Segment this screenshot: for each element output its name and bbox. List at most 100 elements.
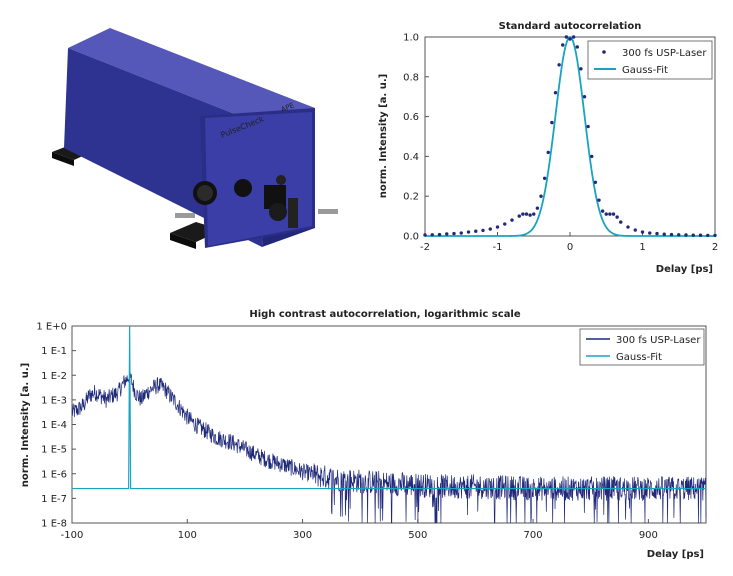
top-laser-data-point	[445, 232, 449, 236]
top-laser-data-point	[698, 233, 703, 237]
top-laser-data-point	[655, 231, 659, 236]
top-chart-y-axis-label: norm. Intensity [a. u.]	[378, 74, 389, 198]
top-laser-data-point	[535, 206, 540, 210]
top-laser-data-point	[437, 232, 442, 237]
top-laser-data-point	[608, 212, 612, 216]
top-laser-data-point	[669, 232, 674, 237]
top-legend-laser-marker	[602, 50, 606, 54]
bottom-chart-x-axis-label: Delay [ps]	[647, 549, 704, 560]
top-laser-data-point	[626, 225, 630, 229]
top-gauss-fit-line	[425, 35, 715, 237]
top-laser-data-point	[495, 225, 500, 229]
top-x-tick-label: 0	[567, 242, 573, 253]
top-laser-data-point	[539, 194, 543, 198]
bottom-legend-laser-label: 300 fs USP-Laser	[616, 335, 701, 346]
top-laser-data-point	[557, 63, 561, 67]
top-laser-data-point	[481, 228, 485, 233]
device-housing	[64, 28, 315, 248]
top-laser-data-point	[532, 212, 536, 216]
top-laser-data-point	[510, 218, 514, 222]
top-chart-x-axis-label: Delay [ps]	[656, 264, 713, 275]
top-laser-data-point	[684, 233, 688, 237]
top-laser-data-point	[633, 228, 637, 232]
top-laser-data-point	[604, 212, 608, 216]
top-laser-data-point	[564, 35, 569, 39]
top-laser-data-point	[561, 43, 565, 47]
top-laser-data-point	[474, 229, 478, 233]
top-laser-data-point	[503, 222, 507, 226]
top-laser-data-point	[542, 176, 547, 180]
top-chart-legend: 300 fs USP-Laser Gauss-Fit	[587, 40, 713, 80]
top-laser-data-point	[600, 209, 605, 213]
top-y-tick-label: 0.8	[403, 72, 419, 83]
top-laser-data-point	[593, 180, 598, 184]
bottom-legend-fit-label: Gauss-Fit	[616, 352, 662, 363]
top-x-tick-label: -2	[420, 242, 430, 253]
bottom-laser-trace	[71, 367, 707, 524]
top-y-tick-label: 0.4	[403, 152, 419, 163]
top-x-tick-label: 2	[712, 242, 718, 253]
top-laser-data-point	[568, 37, 572, 41]
top-laser-data-point	[662, 232, 666, 236]
top-laser-data-point	[452, 231, 456, 236]
top-laser-data-point	[586, 124, 590, 129]
top-laser-data-point	[488, 227, 492, 231]
top-laser-data-point	[546, 150, 550, 155]
top-legend-fit-label: Gauss-Fit	[622, 65, 668, 76]
bottom-chart-title: High contrast autocorrelation, logarithm…	[249, 309, 521, 320]
bottom-y-tick-label: 1 E-5	[41, 445, 67, 456]
top-laser-data-point	[615, 215, 619, 219]
top-legend-laser-label: 300 fs USP-Laser	[622, 48, 707, 59]
top-laser-data-point	[648, 231, 652, 235]
bottom-chart-legend: 300 fs USP-Laser Gauss-Fit	[579, 328, 705, 366]
bottom-y-tick-label: 1 E+0	[36, 322, 67, 333]
bottom-y-tick-label: 1 E-3	[41, 395, 67, 406]
bottom-x-tick-label: 100	[178, 530, 197, 541]
bottom-y-tick-label: 1 E-8	[41, 519, 67, 530]
top-laser-data-point	[517, 214, 521, 218]
bottom-gauss-fit-line	[72, 325, 706, 490]
bottom-chart-series	[71, 325, 707, 524]
top-laser-data-point	[430, 233, 434, 237]
top-laser-data-point	[619, 220, 623, 224]
bottom-x-tick-label: -100	[61, 530, 84, 541]
top-laser-data-point	[459, 231, 463, 235]
top-laser-data-point	[691, 233, 695, 237]
bottom-x-tick-label: 700	[524, 530, 543, 541]
top-laser-data-point	[713, 233, 717, 238]
optical-mount	[264, 175, 298, 228]
top-laser-data-point	[582, 95, 587, 99]
adjustment-knob-center	[234, 179, 252, 197]
top-x-tick-label: -1	[493, 242, 503, 253]
top-laser-data-point	[706, 233, 710, 238]
side-screw	[175, 209, 338, 218]
top-y-tick-label: 0.6	[403, 112, 419, 123]
top-laser-data-point	[571, 35, 576, 39]
bottom-chart-x-ticks: -100 100 300 500 700 900	[61, 519, 658, 541]
top-x-tick-label: 1	[639, 242, 645, 253]
top-laser-data-point	[611, 212, 616, 216]
top-laser-data-point	[423, 233, 427, 237]
top-laser-data-point	[528, 213, 532, 217]
bottom-y-tick-label: 1 E-7	[41, 494, 67, 505]
top-laser-data-point	[524, 212, 529, 216]
top-laser-data-point	[553, 91, 558, 95]
top-chart-series	[423, 35, 717, 238]
bottom-x-tick-label: 900	[639, 530, 658, 541]
top-laser-data-point	[550, 120, 554, 125]
top-y-tick-label: 0.0	[403, 232, 419, 243]
bottom-y-tick-label: 1 E-4	[41, 420, 67, 431]
top-y-tick-label: 1.0	[403, 33, 419, 44]
bottom-y-tick-label: 1 E-2	[41, 371, 67, 382]
top-laser-data-point	[521, 212, 525, 216]
top-laser-data-point	[579, 67, 583, 71]
bottom-y-tick-label: 1 E-1	[41, 346, 67, 357]
top-chart-title: Standard autocorrelation	[499, 21, 642, 32]
top-laser-data-point	[590, 154, 594, 159]
top-laser-data-point	[640, 230, 645, 234]
bottom-chart-y-ticks: 1 E-8 1 E-7 1 E-6 1 E-5 1 E-4 1 E-3 1 E-2 1 E-1…	[36, 322, 76, 530]
top-laser-data-point	[677, 233, 681, 237]
top-laser-data-point	[597, 198, 601, 202]
